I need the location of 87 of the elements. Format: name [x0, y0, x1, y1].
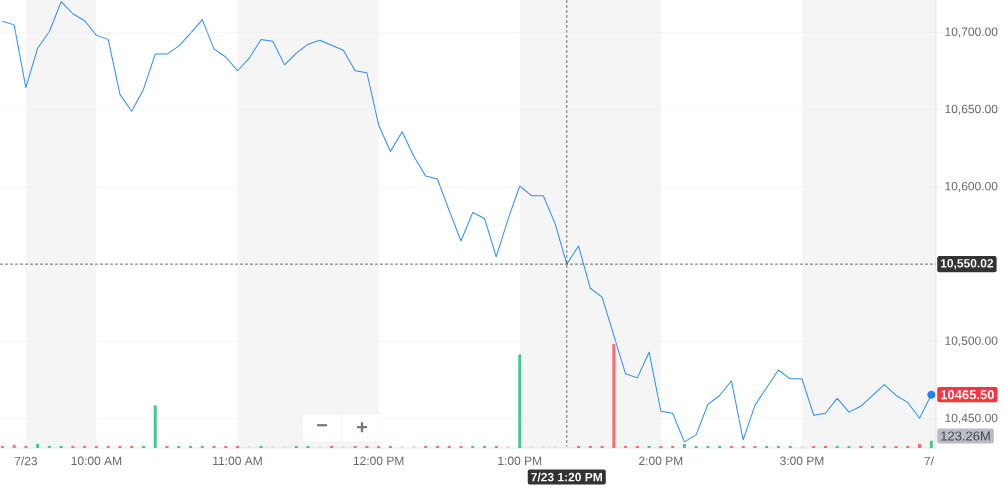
bar [659, 445, 663, 448]
bar [635, 445, 639, 448]
bar [835, 445, 839, 448]
text: 123.26M [941, 431, 990, 441]
bar [177, 445, 181, 448]
annotation: + [357, 422, 368, 433]
bar [906, 445, 910, 448]
ref-line-label: 10,550.02 [940, 259, 994, 270]
x-tick-label: 7/23 [14, 456, 38, 466]
bar [929, 440, 933, 448]
bar [694, 445, 698, 448]
bar [330, 445, 334, 448]
bar [600, 445, 604, 448]
bar [788, 445, 792, 448]
bar [224, 445, 228, 448]
bar [459, 445, 463, 448]
bar [130, 445, 134, 448]
bar [212, 445, 216, 448]
bar [823, 445, 827, 448]
bar [859, 445, 863, 448]
bar [83, 445, 87, 448]
bar [106, 445, 110, 448]
bar [141, 445, 145, 448]
bar [776, 445, 780, 448]
bar [729, 445, 733, 448]
x-tick-label: 10:00 AM [71, 456, 122, 466]
bar [153, 405, 157, 448]
bar [753, 445, 757, 448]
x-tick-label: 12:00 PM [353, 456, 404, 466]
bar [188, 445, 192, 448]
y-tick-label: 10,600.00 [945, 181, 998, 192]
bar [353, 445, 357, 448]
bar [24, 445, 28, 448]
bar [71, 445, 75, 448]
bar [882, 445, 886, 448]
bar [718, 445, 722, 448]
bar [741, 445, 745, 448]
bar [388, 445, 392, 448]
x-tick-label: 7/ [924, 456, 934, 466]
bar [36, 443, 40, 448]
bar [577, 445, 581, 448]
bar [306, 445, 310, 448]
x-tick-label: 2:00 PM [639, 456, 683, 466]
bar [471, 445, 475, 448]
bar [624, 445, 628, 448]
bar [94, 445, 98, 448]
x-tick-label: 3:00 PM [780, 456, 824, 466]
y-tick-label: 10,500.00 [945, 336, 998, 347]
bar [47, 445, 51, 448]
bar [118, 445, 122, 448]
bar [706, 445, 710, 448]
bar [871, 445, 875, 448]
bar [165, 445, 169, 448]
bar [236, 445, 240, 448]
bar [671, 445, 675, 448]
bar [765, 445, 769, 448]
bar [894, 445, 898, 448]
bar [647, 445, 651, 448]
bar [259, 445, 263, 448]
bar [377, 445, 381, 448]
bar [59, 445, 63, 448]
y-tick-label: 10,450.00 [945, 413, 998, 424]
bar [424, 445, 428, 448]
bar [0, 445, 4, 448]
x-tick-label: 11:00 AM [213, 456, 262, 466]
bar [812, 445, 816, 448]
bar [588, 445, 592, 448]
bar [918, 443, 922, 448]
bar [294, 445, 298, 448]
bar [847, 445, 851, 448]
annotation: 10465.50 [941, 390, 994, 400]
bar [365, 445, 369, 448]
bar [612, 344, 616, 448]
y-tick-label: 10,700.00 [945, 27, 998, 38]
bar [494, 445, 498, 448]
bar [200, 445, 204, 448]
bar [482, 445, 486, 448]
bar [435, 445, 439, 448]
bar [518, 354, 522, 448]
bar [682, 443, 686, 448]
bar [447, 445, 451, 448]
annotation: − [316, 424, 328, 427]
x-tick-label: 1:00 PM [498, 456, 542, 466]
y-tick-label: 10,650.00 [945, 104, 998, 115]
bar [565, 445, 569, 448]
ref-line-label: 7/23 1:20 PM [531, 472, 602, 482]
bar [12, 444, 16, 448]
